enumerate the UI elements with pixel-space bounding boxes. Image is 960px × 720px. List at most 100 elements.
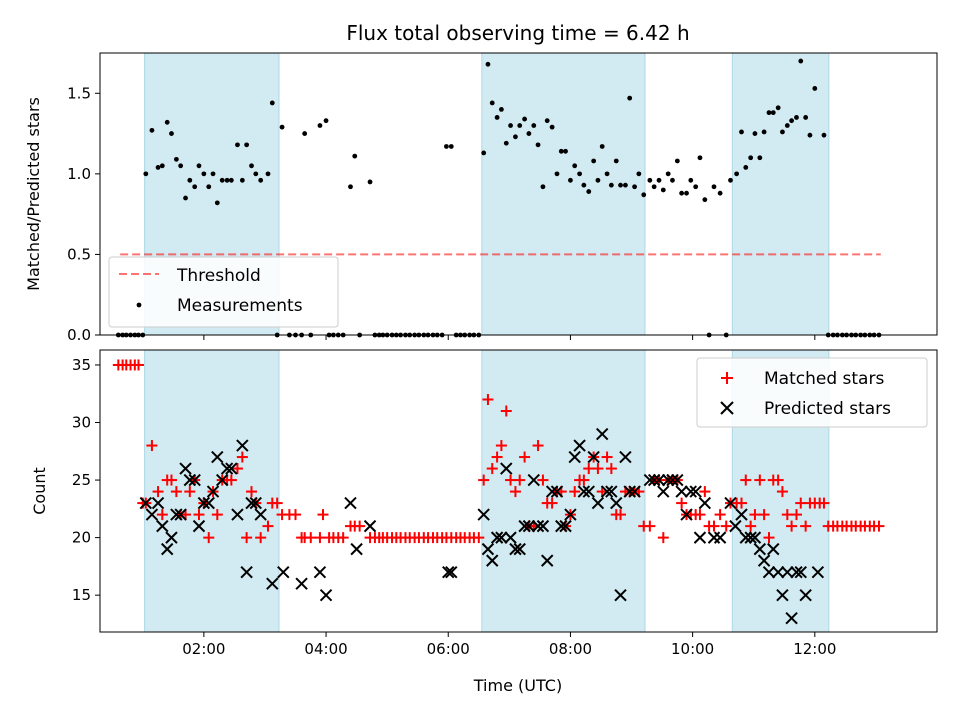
measurement-point bbox=[798, 58, 804, 64]
top-y-axis-label: Matched/Predicted stars bbox=[24, 97, 43, 291]
measurement-point bbox=[636, 171, 642, 177]
measurement-point bbox=[757, 155, 763, 161]
predicted-stars-point bbox=[518, 519, 531, 533]
predicted-stars-point bbox=[693, 531, 707, 544]
predicted-stars-point bbox=[573, 439, 586, 452]
bottom-legend-box bbox=[696, 357, 928, 428]
predicted-stars-point bbox=[555, 519, 568, 533]
matched-stars-point bbox=[241, 532, 253, 544]
measurement-point bbox=[348, 184, 353, 190]
matched-stars-point bbox=[818, 497, 830, 509]
predicted-stars-point bbox=[527, 473, 540, 487]
measurement-point bbox=[235, 142, 240, 148]
matched-stars-point bbox=[873, 520, 885, 532]
bottom-y-axis-label: Count bbox=[30, 467, 49, 515]
predicted-stars-point bbox=[522, 519, 536, 533]
measurement-point bbox=[734, 171, 740, 177]
matched-stars-point bbox=[694, 509, 706, 521]
measurement-point bbox=[258, 177, 264, 183]
measurement-point bbox=[568, 177, 573, 183]
measurement-point bbox=[572, 163, 578, 169]
measurement-point bbox=[558, 148, 564, 154]
measurement-point bbox=[794, 115, 799, 120]
measurement-point bbox=[761, 129, 767, 135]
measurement-point bbox=[591, 158, 597, 164]
matched-stars-point bbox=[708, 520, 720, 532]
matched-stars-point bbox=[203, 532, 215, 544]
matched-stars-point bbox=[519, 451, 531, 463]
measurement-point bbox=[608, 182, 614, 188]
predicted-stars-point bbox=[591, 496, 605, 510]
measurement-point bbox=[159, 163, 165, 169]
measurement-point bbox=[540, 184, 546, 190]
measurement-point bbox=[178, 163, 184, 169]
measurement-point bbox=[647, 177, 653, 183]
predicted-stars-legend-swatch bbox=[720, 401, 734, 415]
bottom-axes-frame bbox=[99, 349, 938, 633]
matched-stars-point bbox=[170, 486, 182, 498]
predicted-stars-point bbox=[165, 531, 178, 544]
measurement-point bbox=[485, 61, 491, 67]
predicted-stars-point bbox=[509, 542, 522, 556]
measurement-point bbox=[739, 129, 744, 135]
x-tick-label: 12:00 bbox=[793, 640, 836, 658]
matched-stars-point bbox=[231, 463, 243, 475]
matched-stars-point bbox=[605, 463, 617, 475]
bottom-legend: Matched stars Predicted stars bbox=[696, 357, 928, 428]
predicted-stars-point bbox=[568, 450, 581, 464]
predicted-stars-point bbox=[623, 485, 636, 498]
predicted-stars-point bbox=[319, 588, 333, 602]
predicted-stars-point bbox=[559, 519, 572, 533]
measurement-point bbox=[679, 190, 685, 196]
measurement-point bbox=[503, 140, 509, 146]
matched-stars-point bbox=[532, 440, 544, 452]
y-tick-label: 30 bbox=[72, 414, 91, 432]
matched-stars-point bbox=[246, 486, 258, 498]
measurement-point bbox=[544, 118, 550, 124]
predicted-stars-point bbox=[619, 450, 632, 464]
matched-stars-point bbox=[514, 474, 526, 486]
matched-stars-point bbox=[184, 486, 196, 498]
measurement-point bbox=[604, 171, 610, 177]
measurement-point bbox=[821, 132, 827, 138]
predicted-stars-point bbox=[254, 508, 267, 521]
predicted-stars-point bbox=[647, 473, 661, 487]
measurement-points bbox=[115, 58, 882, 338]
predicted-stars-point bbox=[500, 462, 513, 475]
predicted-stars-point bbox=[350, 542, 363, 556]
measurement-point bbox=[249, 163, 254, 169]
matched-stars-point bbox=[156, 509, 168, 521]
predicted-stars-point bbox=[249, 496, 262, 510]
measurement-point bbox=[770, 110, 776, 116]
matched-stars-legend-label: Matched stars bbox=[764, 369, 884, 389]
measurement-point bbox=[613, 158, 619, 164]
measurement-point bbox=[448, 144, 454, 149]
predicted-stars-point bbox=[188, 473, 201, 487]
matched-stars-point bbox=[152, 486, 164, 498]
matched-stars-point bbox=[317, 509, 329, 521]
measurement-point bbox=[748, 155, 754, 161]
y-tick-label: 0.5 bbox=[67, 245, 91, 263]
matched-stars-point bbox=[537, 474, 549, 486]
predicted-stars-point bbox=[236, 439, 249, 452]
predicted-stars-point bbox=[541, 554, 554, 567]
chart-title: Flux total observing time = 6.42 h bbox=[346, 21, 689, 45]
predicted-stars-point bbox=[295, 577, 308, 590]
x-tick-label: 06:00 bbox=[427, 640, 470, 658]
y-tick-label: 25 bbox=[72, 471, 91, 489]
matched-stars-point bbox=[337, 532, 349, 544]
predicted-stars-point bbox=[211, 450, 224, 464]
matched-stars-point bbox=[676, 497, 688, 509]
predicted-stars-point bbox=[363, 519, 377, 533]
predicted-stars-point bbox=[536, 519, 550, 533]
bottom-panel: 15 20 25 30 35 02:00 04:00 06:00 08:00 10:00 12:0… bbox=[30, 349, 938, 695]
predicted-stars-point bbox=[762, 565, 776, 579]
measurement-point bbox=[549, 124, 555, 130]
measurement-point bbox=[623, 182, 628, 188]
predicted-stars-point bbox=[811, 565, 825, 579]
measurement-point bbox=[214, 200, 220, 206]
measurement-point bbox=[201, 171, 207, 177]
predicted-stars-point bbox=[729, 519, 742, 533]
measurement-point bbox=[323, 118, 329, 124]
